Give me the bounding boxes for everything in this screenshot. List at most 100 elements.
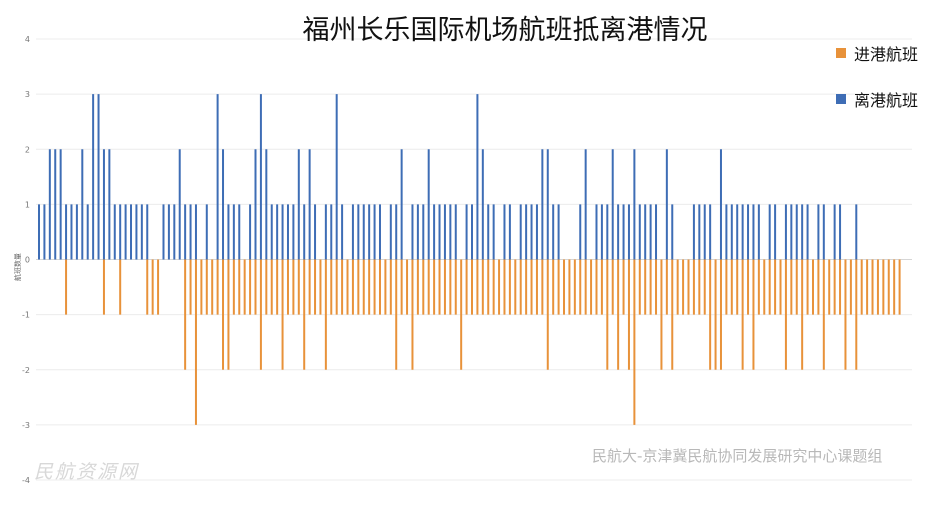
bar-departure — [395, 204, 398, 260]
y-tick-label: 4 — [25, 35, 30, 44]
bar-departure — [351, 204, 354, 260]
bar-departure — [411, 204, 414, 260]
bar-arrival — [779, 259, 782, 315]
bar-departure — [530, 204, 533, 260]
bar-arrival — [768, 259, 771, 315]
bar-arrival — [671, 259, 674, 370]
bar-departure — [790, 204, 793, 260]
bar-departure — [855, 204, 858, 260]
bar-departure — [692, 204, 695, 260]
bar-arrival — [627, 259, 630, 370]
bar-departure — [833, 204, 836, 260]
bar-departure — [443, 204, 446, 260]
bar-arrival — [617, 259, 620, 370]
bar-arrival — [747, 259, 750, 315]
bar-arrival — [882, 259, 885, 315]
bar-departure — [341, 204, 344, 260]
bar-arrival — [189, 259, 192, 315]
bar-departure — [649, 204, 652, 260]
bar-arrival — [839, 259, 842, 315]
bar-departure — [806, 204, 809, 260]
bar-departure — [232, 204, 235, 260]
bar-series — [38, 94, 901, 425]
bar-departure — [368, 204, 371, 260]
bar-departure — [146, 204, 149, 260]
bar-arrival — [546, 259, 549, 370]
bar-departure — [622, 204, 625, 260]
bar-arrival — [443, 259, 446, 315]
bar-arrival — [438, 259, 441, 315]
bar-arrival — [573, 259, 576, 315]
bar-arrival — [238, 259, 241, 315]
bar-departure — [508, 204, 511, 260]
bar-arrival — [492, 259, 495, 315]
bar-arrival — [590, 259, 593, 315]
bar-departure — [492, 204, 495, 260]
bar-departure — [627, 204, 630, 260]
bar-arrival — [849, 259, 852, 315]
bar-departure — [303, 204, 306, 260]
bar-departure — [822, 204, 825, 260]
bar-arrival — [541, 259, 544, 315]
bar-departure — [38, 204, 40, 260]
bar-departure — [86, 204, 89, 260]
bar-departure — [433, 204, 436, 260]
bar-departure — [611, 149, 614, 260]
bar-arrival — [866, 259, 869, 315]
bar-departure — [378, 204, 381, 260]
bar-arrival — [600, 259, 603, 315]
bar-departure — [725, 204, 728, 260]
bar-arrival — [259, 259, 262, 370]
bar-departure — [757, 204, 760, 260]
bar-departure — [65, 204, 68, 260]
bar-arrival — [752, 259, 755, 370]
bar-arrival — [449, 259, 452, 315]
bar-arrival — [811, 259, 814, 315]
bar-arrival — [481, 259, 484, 315]
bar-departure — [703, 204, 706, 260]
bar-departure — [357, 204, 360, 260]
bar-departure — [178, 149, 181, 260]
bar-departure — [476, 94, 479, 260]
bar-arrival — [552, 259, 555, 315]
y-tick-label: 3 — [25, 90, 30, 99]
bar-arrival — [243, 259, 246, 315]
bar-departure — [546, 149, 549, 260]
bar-departure — [730, 204, 733, 260]
legend: 进港航班 离港航班 — [836, 40, 918, 132]
bar-arrival — [400, 259, 403, 315]
bar-departure — [801, 204, 804, 260]
bar-arrival — [606, 259, 609, 370]
bar-arrival — [324, 259, 327, 370]
bar-arrival — [346, 259, 349, 315]
bar-arrival — [638, 259, 641, 315]
bar-departure — [525, 204, 528, 260]
bar-arrival — [389, 259, 392, 315]
bar-arrival — [384, 259, 387, 315]
bar-arrival — [406, 259, 409, 315]
bar-arrival — [454, 259, 457, 315]
bar-departure — [297, 149, 300, 260]
bar-departure — [238, 204, 241, 260]
bar-departure — [400, 149, 403, 260]
bar-departure — [130, 204, 133, 260]
bar-arrival — [795, 259, 798, 315]
legend-item-departures: 离港航班 — [836, 86, 918, 111]
bar-departure — [59, 149, 62, 260]
bar-arrival — [822, 259, 825, 370]
bar-arrival — [270, 259, 273, 315]
bar-arrival — [682, 259, 685, 315]
bar-arrival — [817, 259, 820, 315]
bar-arrival — [698, 259, 701, 315]
bar-arrival — [665, 259, 668, 315]
bar-arrival — [422, 259, 425, 315]
bar-departure — [205, 204, 208, 260]
bar-departure — [481, 149, 484, 260]
bar-arrival — [806, 259, 809, 315]
bar-departure — [259, 94, 262, 260]
bar-arrival — [146, 259, 149, 315]
bar-arrival — [519, 259, 522, 315]
bar-departure — [335, 94, 338, 260]
bar-arrival — [525, 259, 528, 315]
bar-departure — [184, 204, 187, 260]
